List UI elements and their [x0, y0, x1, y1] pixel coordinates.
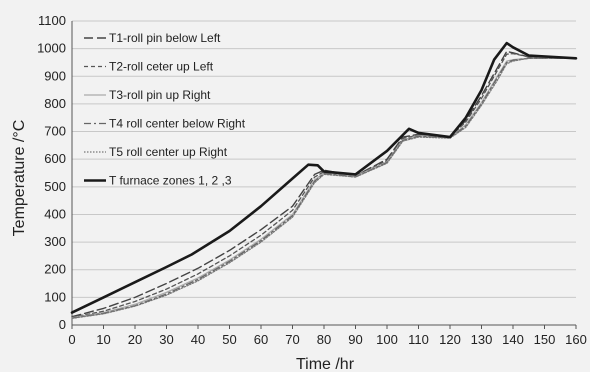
x-tick-label: 40	[191, 332, 205, 347]
y-axis-title: Temperature /°C	[11, 120, 28, 237]
x-tick-label: 10	[96, 332, 110, 347]
x-axis-title: Time /hr	[296, 356, 355, 372]
y-tick-label: 700	[44, 124, 66, 139]
series-line-2	[71, 52, 577, 318]
x-tick-label: 150	[534, 332, 556, 347]
x-tick-label: 80	[317, 332, 331, 347]
x-tick-label: 90	[348, 332, 362, 347]
x-tick-label: 50	[222, 332, 236, 347]
series-line-6	[70, 41, 578, 314]
x-tick-label: 120	[439, 332, 461, 347]
x-tick-label: 0	[68, 332, 75, 347]
series-line-1	[71, 50, 577, 318]
y-tick-label: 500	[44, 179, 66, 194]
y-tick-label: 600	[44, 151, 66, 166]
x-tick-label: 100	[376, 332, 398, 347]
series-line-5	[71, 57, 577, 319]
x-tick-label: 70	[285, 332, 299, 347]
legend-label-4: T4 roll center below Right	[109, 117, 246, 131]
x-tick-label: 140	[502, 332, 524, 347]
y-tick-label: 100	[44, 289, 66, 304]
series-lines	[70, 41, 578, 319]
y-tick-label: 400	[44, 206, 66, 221]
x-tick-label: 20	[128, 332, 142, 347]
x-tick-label: 30	[159, 332, 173, 347]
y-tick-label: 200	[44, 262, 66, 277]
y-tick-label: 800	[44, 96, 66, 111]
y-tick-label: 1100	[38, 13, 66, 28]
legend-label-2: T2-roll ceter up Left	[109, 60, 214, 74]
legend-label-3: T3-roll pin up Right	[109, 88, 211, 102]
x-tick-label: 130	[471, 332, 493, 347]
legend-label-5: T5 roll center up Right	[109, 145, 228, 159]
x-tick-label: 60	[254, 332, 268, 347]
legend-label-6: T furnace zones 1, 2 ,3	[109, 174, 232, 188]
x-tick-label: 110	[408, 332, 429, 347]
y-tick-label: 1000	[37, 41, 66, 56]
y-tick-label: 0	[59, 317, 66, 332]
legend: T1-roll pin below Left T2-roll ceter up L…	[84, 31, 246, 188]
y-tick-label: 900	[44, 68, 66, 83]
legend-label-1: T1-roll pin below Left	[109, 31, 221, 45]
x-tick-label: 160	[565, 332, 587, 347]
axes: 0 100 200 300 400 500 600 700 800 900 1000 1100 0 10 2…	[37, 13, 587, 347]
y-tick-label: 300	[44, 234, 66, 249]
